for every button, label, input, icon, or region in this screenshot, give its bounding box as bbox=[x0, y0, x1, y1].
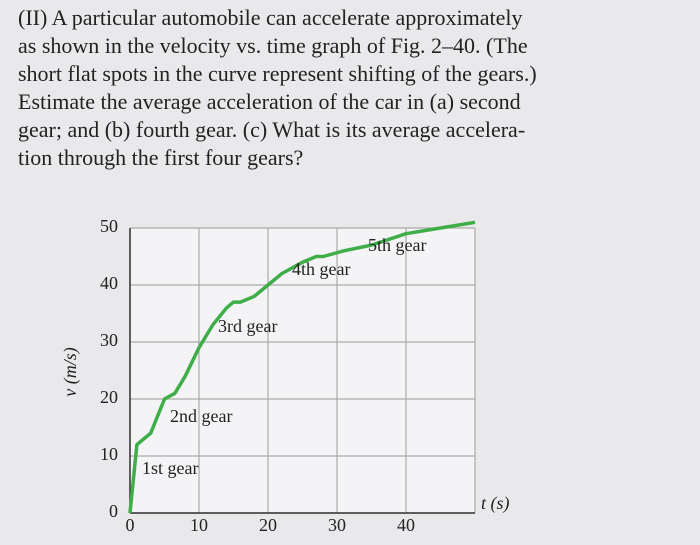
x-tick-label: 20 bbox=[259, 515, 277, 535]
y-tick-label: 30 bbox=[100, 330, 118, 350]
gear-annotation: 3rd gear bbox=[218, 316, 277, 336]
y-tick-label: 10 bbox=[100, 444, 118, 464]
y-tick-label: 20 bbox=[100, 387, 118, 407]
problem-line: short flat spots in the curve represent … bbox=[18, 61, 537, 86]
gear-annotation: 1st gear bbox=[142, 458, 198, 478]
gear-annotation: 4th gear bbox=[292, 259, 350, 279]
y-tick-label: 40 bbox=[100, 273, 118, 293]
gear-annotation: 2nd gear bbox=[170, 406, 232, 426]
y-tick-label: 50 bbox=[100, 216, 118, 236]
x-tick-label: 40 bbox=[397, 515, 415, 535]
problem-line: as shown in the velocity vs. time graph … bbox=[18, 33, 528, 58]
problem-line: (II) A particular automobile can acceler… bbox=[18, 5, 523, 30]
x-tick-label: 30 bbox=[328, 515, 346, 535]
gear-annotation: 5th gear bbox=[368, 235, 426, 255]
problem-line: gear; and (b) fourth gear. (c) What is i… bbox=[18, 117, 525, 142]
x-axis-label: t (s) bbox=[481, 493, 510, 514]
y-axis-label: v (m/s) bbox=[60, 347, 81, 396]
velocity-curve bbox=[128, 220, 476, 514]
x-tick-label: 10 bbox=[190, 515, 208, 535]
x-tick-label: 0 bbox=[126, 515, 135, 535]
problem-line: Estimate the average acceleration of the… bbox=[18, 89, 521, 114]
y-tick-label: 0 bbox=[109, 501, 118, 521]
problem-line: tion through the first four gears? bbox=[18, 145, 303, 170]
